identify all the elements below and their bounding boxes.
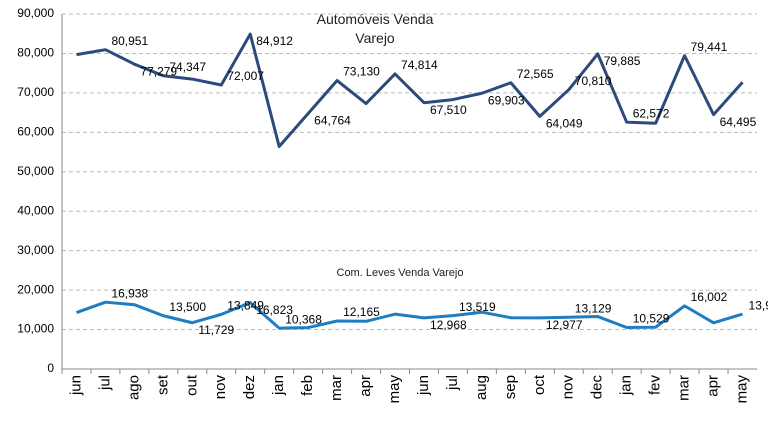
x-tick-label: jun [415,375,432,396]
x-tick-label: apr [357,375,374,397]
data-label: 79,441 [691,40,728,54]
data-label: 13,129 [575,301,612,315]
data-label: 72,565 [517,67,554,81]
data-label: 64,049 [546,117,583,131]
data-label: 10,368 [285,312,322,326]
line [75,300,743,330]
data-label: 62,572 [633,106,670,120]
y-tick-label: 70,000 [17,85,54,99]
x-tick-label: oct [531,374,548,395]
data-label: 67,510 [430,103,467,117]
data-label: 79,885 [604,54,641,68]
x-tick-label: mar [328,375,345,401]
x-tick-label: feb [299,375,316,396]
data-label: 77,279 [140,64,177,78]
line [76,32,744,149]
x-tick-label: dez [241,375,258,399]
x-tick-label: fev [647,375,664,396]
x-tick-label: nov [212,375,229,400]
x-tick-label: apr [705,375,722,397]
x-tick-label: dec [589,375,606,400]
data-label: 69,903 [488,93,525,107]
x-tick-label: sep [502,375,519,399]
x-tick-label: may [733,375,750,404]
y-tick-label: 40,000 [17,203,54,217]
data-label: 72,007 [227,69,264,83]
data-label: 64,764 [314,114,351,128]
data-label: 13,849 [227,299,264,313]
y-tick-label: 0 [47,361,54,375]
data-label: 73,130 [343,65,380,79]
data-label: 16,938 [111,286,148,300]
data-label: 13,500 [169,300,206,314]
y-tick-label: 90,000 [17,6,54,20]
data-label: 80,951 [111,34,148,48]
y-tick-label: 20,000 [17,282,54,296]
y-tick-label: 80,000 [17,46,54,60]
y-tick-label: 50,000 [17,164,54,178]
series-title: Automóveis Venda Varejo [316,11,434,46]
series-title: Com. Leves Venda Varejo [336,267,464,279]
data-label: 16,002 [691,290,728,304]
data-label: 12,165 [343,305,380,319]
data-label: 84,912 [256,34,293,48]
x-tick-label: aug [473,375,490,400]
x-tick-label: mar [676,375,693,401]
x-tick-label: jan [270,375,287,396]
x-tick-label: jun [67,375,84,396]
data-label: 74,814 [401,58,438,72]
data-label: 12,977 [546,318,583,332]
x-tick-label: jul [444,375,461,391]
data-label: 13,519 [459,300,496,314]
data-label: 11,729 [198,323,234,337]
x-tick-label: may [386,375,403,404]
data-label: 10,529 [633,312,670,326]
data-label: 12,968 [430,318,467,332]
x-tick-label: ago [125,375,142,400]
x-tick-label: set [154,374,171,395]
data-label: 64,495 [720,115,757,129]
data-label: 74,347 [169,60,206,74]
y-tick-label: 10,000 [17,322,54,336]
data-label: 70,810 [575,74,612,88]
x-tick-label: nov [560,375,577,400]
x-tick-label: out [183,374,200,396]
data-label: 16,823 [256,303,293,317]
y-tick-label: 60,000 [17,125,54,139]
y-tick-label: 30,000 [17,243,54,257]
x-tick-label: jul [96,375,113,391]
data-label: 13,923 [749,298,768,312]
x-tick-label: jan [618,375,635,396]
